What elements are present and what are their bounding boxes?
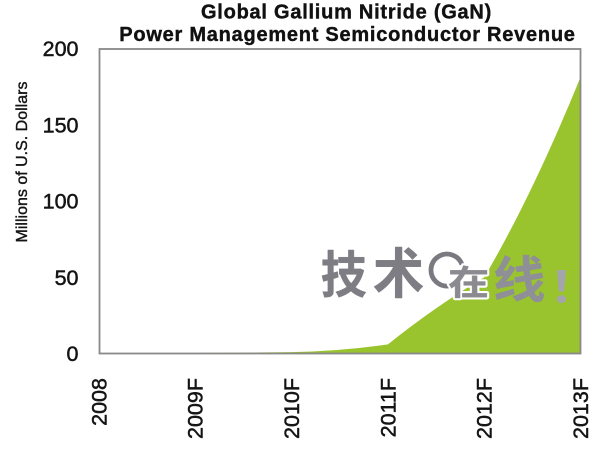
svg-text:150: 150 — [43, 113, 79, 137]
svg-text:Power Management Semiconductor: Power Management Semiconductor Revenue — [119, 24, 575, 46]
svg-text:Global Gallium Nitride (GaN): Global Gallium Nitride (GaN) — [201, 2, 492, 24]
svg-text:2013F: 2013F — [569, 378, 593, 439]
svg-text:2008: 2008 — [87, 378, 111, 426]
svg-text:2010F: 2010F — [280, 378, 304, 439]
svg-text:2011F: 2011F — [376, 378, 400, 437]
svg-text:2012F: 2012F — [473, 378, 497, 439]
svg-text:Millions of U.S. Dollars: Millions of U.S. Dollars — [14, 82, 31, 243]
svg-text:0: 0 — [67, 342, 79, 366]
svg-text:2009F: 2009F — [184, 378, 208, 439]
svg-text:100: 100 — [43, 190, 79, 214]
svg-text:200: 200 — [43, 37, 79, 61]
svg-text:50: 50 — [55, 266, 79, 290]
